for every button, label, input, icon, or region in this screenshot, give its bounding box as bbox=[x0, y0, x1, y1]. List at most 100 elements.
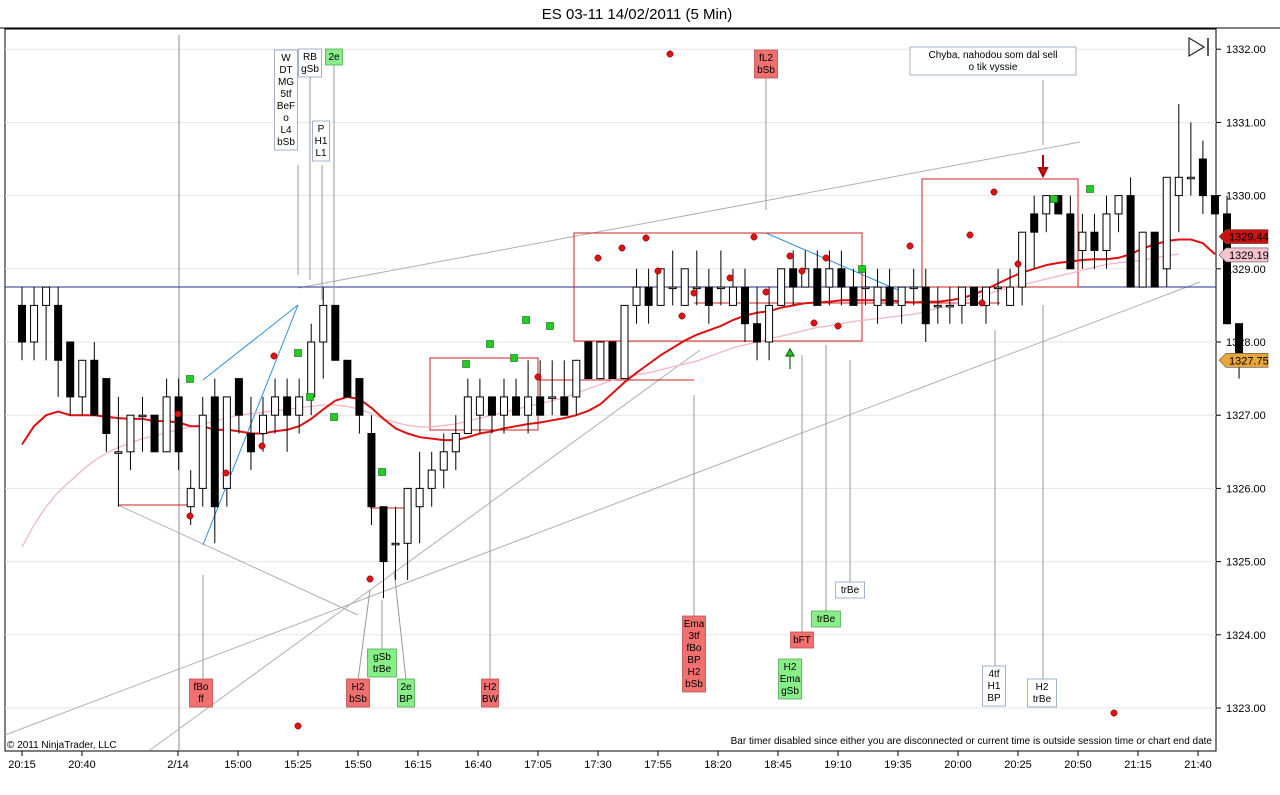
annotation-label: trBe bbox=[811, 610, 841, 628]
trendline bbox=[4, 281, 1201, 736]
candles bbox=[18, 104, 1244, 599]
candle-body bbox=[30, 304, 39, 343]
candle-body bbox=[741, 286, 749, 325]
candle-body bbox=[391, 542, 400, 546]
candle-body bbox=[463, 396, 472, 434]
candle-body bbox=[572, 359, 581, 398]
buy-arrow-icon bbox=[784, 347, 796, 369]
annotation-line: DT bbox=[279, 65, 292, 76]
candle-body bbox=[1138, 231, 1147, 288]
annotation-line: H2 bbox=[352, 682, 365, 693]
candle-body bbox=[560, 396, 569, 416]
x-tick-label: 17:55 bbox=[644, 759, 672, 771]
price-tag-label: 1329.44 bbox=[1229, 232, 1269, 244]
candle-body bbox=[307, 341, 316, 398]
candle-body bbox=[945, 304, 954, 308]
red-dot-marker bbox=[810, 319, 818, 327]
candle-body bbox=[1186, 176, 1195, 180]
y-tick-label: 1332.00 bbox=[1226, 44, 1266, 56]
price-tag bbox=[1218, 353, 1269, 368]
annotation-box bbox=[312, 120, 330, 162]
candle-body bbox=[114, 451, 123, 454]
candle-body bbox=[897, 286, 906, 306]
red-dot-marker bbox=[762, 288, 770, 296]
trendline bbox=[297, 141, 1081, 289]
annotation-box bbox=[835, 581, 865, 599]
x-tick-label: 20:15 bbox=[8, 759, 36, 771]
candle-body bbox=[198, 414, 207, 489]
green-square-marker bbox=[546, 322, 554, 330]
candle-body bbox=[1162, 176, 1171, 270]
bar-timer-status: Bar timer disabled since either you are … bbox=[731, 736, 1213, 747]
green-square-marker bbox=[486, 340, 494, 348]
trendline bbox=[149, 349, 701, 751]
annotations: WDTMG5tfBeFoL4bSbRBgSb2ePH1L1fL2bSbChyba… bbox=[189, 46, 1077, 708]
green-square-marker bbox=[306, 393, 314, 401]
candle-body bbox=[246, 433, 255, 453]
candle-body bbox=[608, 341, 617, 380]
candle-body bbox=[933, 304, 942, 308]
signal-markers bbox=[174, 50, 1118, 730]
green-square-marker bbox=[294, 349, 302, 357]
candle-body bbox=[1066, 213, 1075, 270]
x-tick-label: 20:25 bbox=[1004, 759, 1032, 771]
annotation-line: gSb bbox=[301, 64, 319, 75]
candle-body bbox=[18, 304, 26, 343]
candle-body bbox=[259, 414, 267, 435]
annotation-line: H2 bbox=[484, 682, 497, 693]
copyright-text: © 2011 NinjaTrader, LLC bbox=[7, 740, 117, 751]
annotation-line: L1 bbox=[315, 148, 327, 159]
red-dot-marker bbox=[618, 244, 626, 252]
candle-body bbox=[54, 304, 63, 361]
candle-body bbox=[1126, 195, 1135, 288]
annotation-line: 2e bbox=[400, 682, 412, 693]
candle-body bbox=[801, 268, 810, 288]
candle-body bbox=[861, 286, 870, 290]
annotation-box bbox=[325, 48, 343, 66]
candle-body bbox=[620, 304, 629, 380]
annotation-box bbox=[754, 49, 778, 79]
annotation-line: BW bbox=[482, 694, 499, 705]
annotation-box bbox=[274, 49, 298, 151]
candle-body bbox=[234, 378, 243, 416]
red-dot-marker bbox=[270, 352, 278, 360]
annotation-line: H2 bbox=[1036, 682, 1049, 693]
candle-body bbox=[524, 396, 533, 416]
red-dot-marker bbox=[834, 322, 842, 330]
annotation-box bbox=[481, 678, 499, 708]
annotation-line: bSb bbox=[757, 65, 775, 76]
candle-body bbox=[475, 396, 484, 416]
annotation-line: trBe bbox=[373, 664, 392, 675]
annotation-line: gSb bbox=[373, 652, 391, 663]
candle-body bbox=[765, 304, 774, 343]
candle-body bbox=[355, 378, 364, 416]
x-tick-label: 19:35 bbox=[884, 759, 912, 771]
panel-toggle-icon[interactable] bbox=[1188, 36, 1209, 58]
annotation-label: 2e bbox=[325, 48, 343, 66]
green-square-marker bbox=[378, 468, 386, 476]
y-tick-label: 1324.00 bbox=[1226, 630, 1266, 642]
annotation-box bbox=[909, 46, 1077, 76]
annotation-box bbox=[982, 665, 1006, 707]
candle-body bbox=[1090, 231, 1099, 251]
candle-body bbox=[644, 286, 653, 306]
annotation-line: trBe bbox=[817, 614, 836, 625]
candle-body bbox=[692, 286, 701, 290]
candle-body bbox=[174, 396, 183, 453]
red-dot-marker bbox=[1014, 260, 1022, 268]
range-box bbox=[429, 357, 539, 431]
candle-body bbox=[487, 396, 496, 416]
candle-body bbox=[777, 268, 786, 306]
red-dot-marker bbox=[966, 231, 974, 239]
red-dot-marker bbox=[594, 254, 602, 262]
x-tick-label: 18:20 bbox=[704, 759, 732, 771]
green-square-marker bbox=[510, 354, 518, 362]
